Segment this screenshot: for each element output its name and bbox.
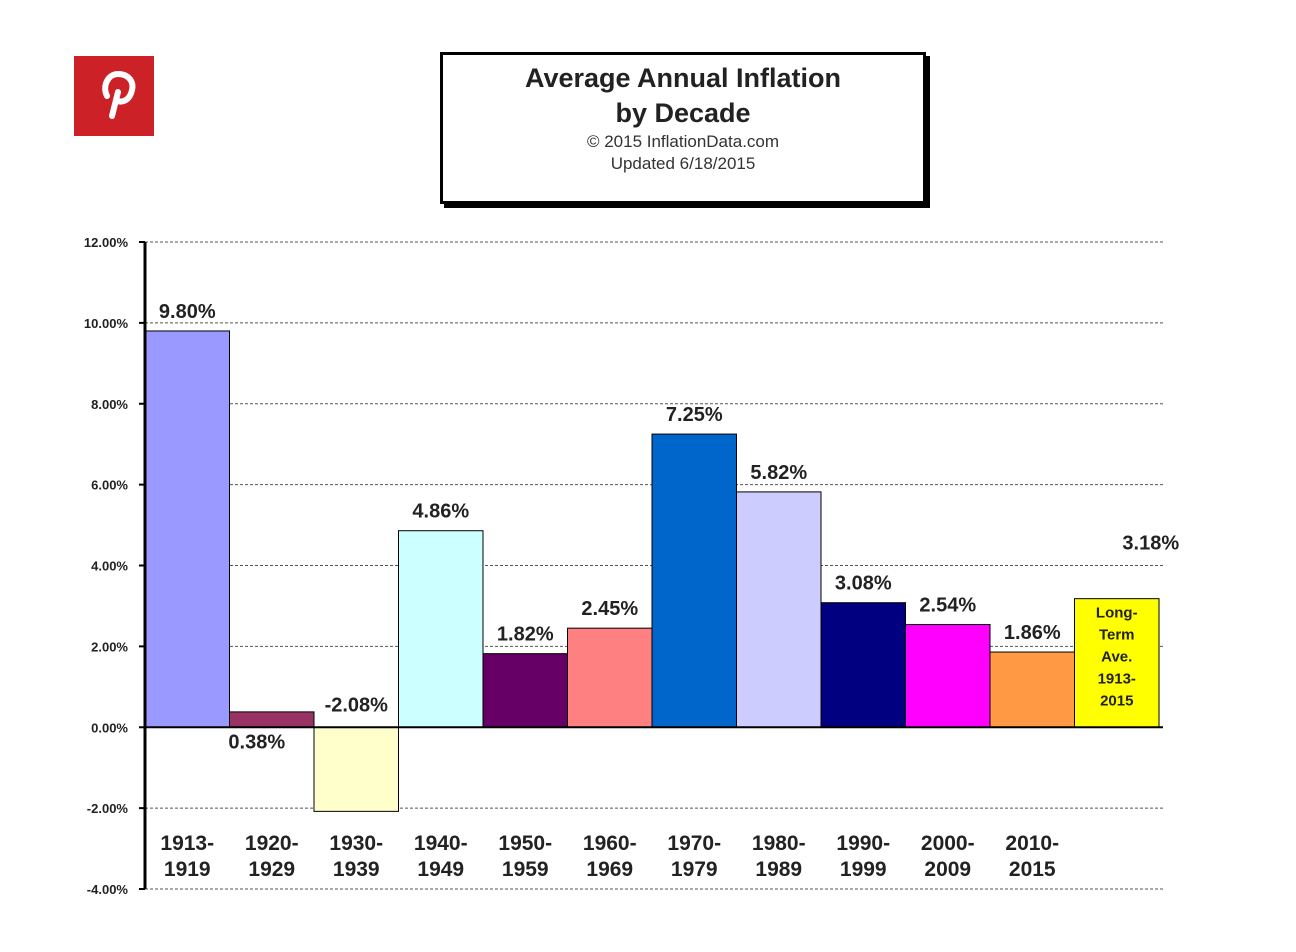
y-tick-label: 8.00% [91, 397, 128, 412]
long-term-average-note: Long- [1096, 605, 1138, 622]
bar [482, 653, 568, 728]
bar-value-label: 9.80% [159, 301, 216, 323]
category-label: 1970- [667, 832, 721, 855]
category-label: 1990- [836, 832, 890, 855]
long-term-average-note: Ave. [1101, 649, 1132, 666]
chart-title-line1: Average Annual Inflation [524, 63, 842, 93]
category-label: 2009 [924, 858, 971, 881]
long-term-average-note: Term [1099, 627, 1135, 644]
y-tick-label: 0.00% [91, 720, 128, 735]
pinterest-icon-glyph [102, 70, 136, 119]
y-tick-label: 10.00% [84, 316, 129, 331]
bar [989, 651, 1075, 728]
bar-value-label: 3.08% [835, 573, 892, 595]
pinterest-icon[interactable] [74, 56, 154, 136]
bar-value-label: 1.86% [1004, 622, 1061, 644]
bar [398, 530, 484, 728]
chart-copyright: © 2015 InflationData.com [586, 132, 780, 151]
category-label: 1949 [417, 858, 464, 881]
y-tick-label: -2.00% [87, 801, 129, 816]
category-label: 1919 [164, 858, 211, 881]
category-label: 1950- [498, 832, 552, 855]
bar-value-label: 5.82% [750, 462, 807, 484]
bar [905, 624, 991, 728]
category-label: 1940- [414, 832, 468, 855]
axis-layer [139, 241, 1163, 890]
y-tick-label: 4.00% [91, 559, 128, 574]
bar [229, 711, 315, 728]
category-label: 2000- [921, 832, 975, 855]
bar-layer [144, 330, 1160, 812]
category-label: 2010- [1005, 832, 1059, 855]
chart-updated: Updated 6/18/2015 [610, 154, 756, 173]
bar-value-label: -2.08% [325, 694, 389, 716]
bar [567, 627, 653, 728]
bar [820, 602, 906, 728]
bar-value-label: 2.45% [581, 598, 638, 620]
bar [144, 330, 230, 728]
category-label: 1930- [329, 832, 383, 855]
category-label: 1959 [502, 858, 549, 881]
category-label: 1929 [248, 858, 295, 881]
bar-value-label: 4.86% [412, 501, 469, 523]
label-layer: 12.00% 10.00% 8.00% 6.00% 4.00% 2.00% 0.00% -2.… [84, 235, 1179, 897]
y-tick-label: 2.00% [91, 639, 128, 654]
bar-value-label: 1.82% [497, 624, 554, 646]
y-tick-label: -4.00% [87, 882, 129, 897]
category-label: 1960- [583, 832, 637, 855]
category-label: 1913- [160, 832, 214, 855]
bar-value-label: 3.18% [1122, 533, 1179, 555]
y-tick-label: 6.00% [91, 478, 128, 493]
long-term-average-note: 1913- [1098, 671, 1136, 688]
category-label: 1980- [752, 832, 806, 855]
category-label: 1969 [586, 858, 633, 881]
bar [736, 491, 822, 728]
bar [313, 726, 399, 812]
bar-value-label: 0.38% [228, 731, 285, 753]
category-label: 1979 [671, 858, 718, 881]
bar-value-label: 7.25% [666, 404, 723, 426]
category-label: 1999 [840, 858, 887, 881]
category-label: 2015 [1009, 858, 1056, 881]
category-label: 1989 [755, 858, 802, 881]
long-term-average-note: 2015 [1100, 693, 1133, 710]
category-label: 1920- [245, 832, 299, 855]
chart-title-box: Average Annual Inflation by Decade © 201… [440, 52, 926, 204]
bar [651, 433, 737, 728]
bar-value-label: 2.54% [919, 595, 976, 617]
chart-title-line2: by Decade [615, 98, 751, 128]
category-label: 1939 [333, 858, 380, 881]
y-tick-label: 12.00% [84, 235, 129, 250]
